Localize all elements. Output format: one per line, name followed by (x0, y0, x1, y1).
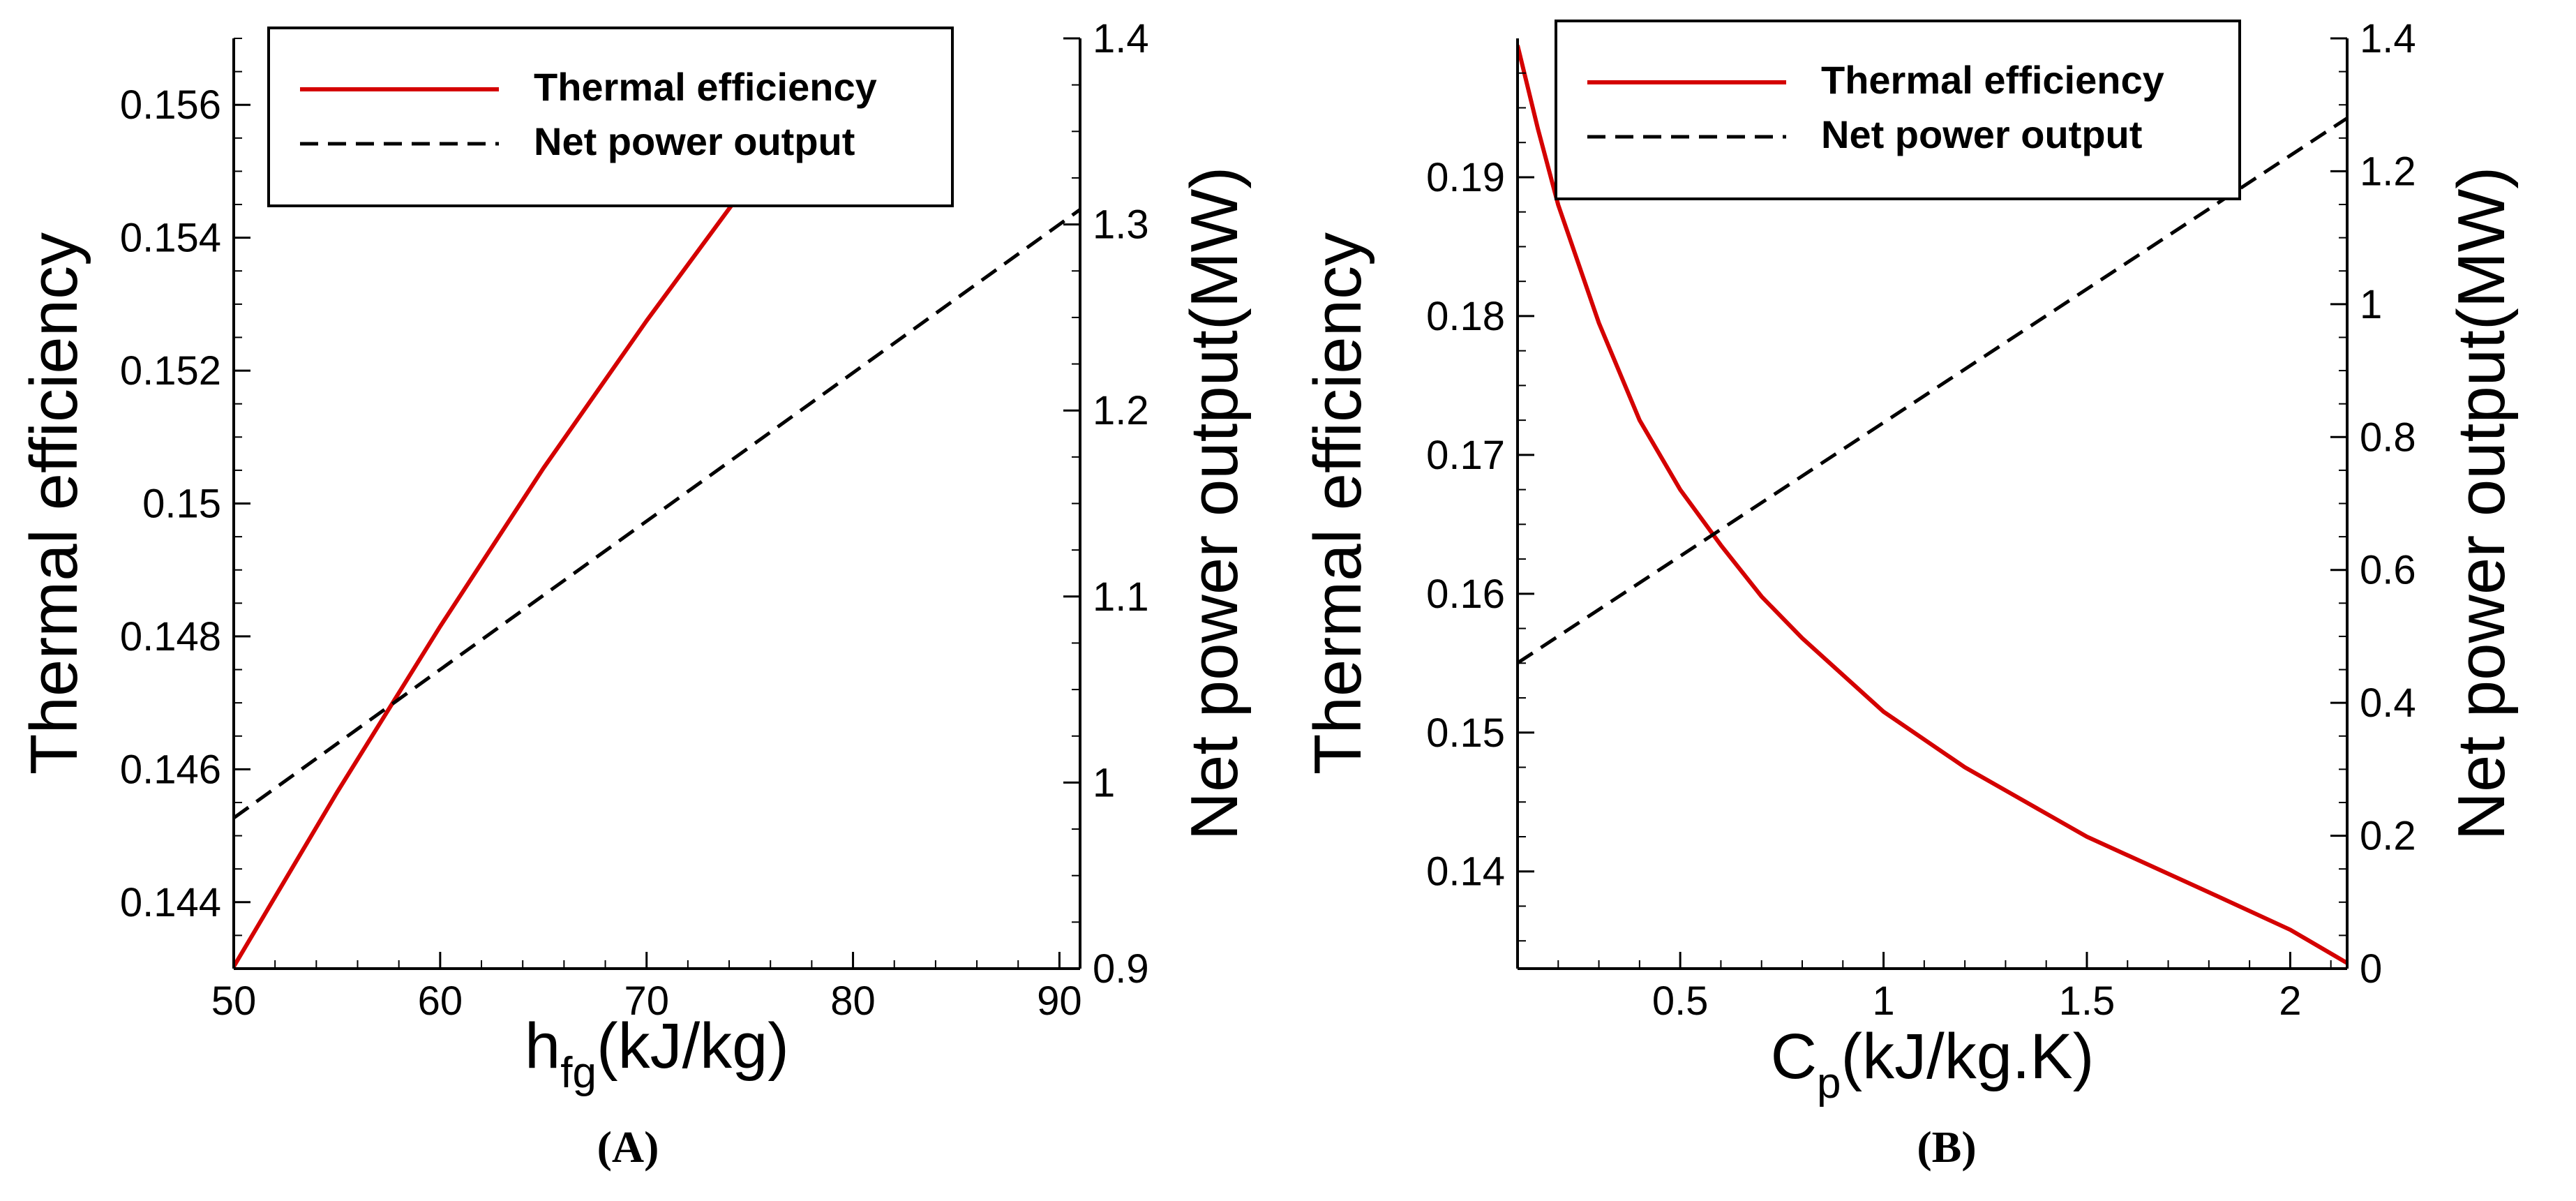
y-right-tick-label: 1.3 (1093, 202, 1149, 248)
y-left-tick-label: 0.18 (1426, 294, 1505, 339)
panel-caption: (B) (1917, 1122, 1976, 1172)
y-right-tick-label: 1.1 (1093, 574, 1149, 620)
x-tick-label: 0.5 (1652, 978, 1709, 1024)
x-axis-title: hfg(kJ/kg) (525, 1010, 789, 1097)
y-left-axis-title: Thermal efficiency (1301, 232, 1375, 775)
x-tick-label: 50 (211, 978, 257, 1024)
x-axis-title: Cp(kJ/kg.K) (1771, 1021, 2095, 1107)
y-right-tick-label: 1.4 (2360, 16, 2416, 61)
thermal-efficiency-line (1518, 45, 2347, 965)
legend-box (267, 27, 954, 207)
y-left-tick-label: 0.19 (1426, 155, 1505, 200)
chart-panel-b: 0.5 1 1.5 2 0.14 0.15 0.16 0.17 0.18 0.19 0 0.2 0.4 0… (1301, 16, 2519, 1172)
y-left-tick-label: 0.148 (120, 614, 221, 659)
y-left-tick-label: 0.14 (1426, 849, 1505, 895)
y-right-tick-label: 1.4 (1093, 16, 1149, 61)
net-power-output-line (234, 208, 1080, 820)
legend-label-net-power-output: Net power output (1821, 112, 2142, 156)
y-right-tick-label: 0.6 (2360, 548, 2416, 593)
legend: Thermal efficiency Net power output (1555, 20, 2241, 200)
legend-label-thermal-efficiency: Thermal efficiency (534, 65, 877, 109)
y-left-tick-label: 0.152 (120, 348, 221, 394)
y-right-tick-label: 1.2 (2360, 149, 2416, 194)
y-right-tick-label: 0.4 (2360, 680, 2416, 726)
x-tick-label: 1.5 (2059, 978, 2116, 1024)
y-left-tick-label: 0.156 (120, 82, 221, 128)
x-tick-label: 80 (830, 978, 876, 1024)
x-axis-title-units: (kJ/kg.K) (1841, 1021, 2095, 1092)
x-tick-label: 90 (1037, 978, 1082, 1024)
y-left-tick-label: 0.15 (142, 482, 221, 527)
y-left-tick-label: 0.144 (120, 880, 221, 925)
legend: Thermal efficiency Net power output (267, 27, 954, 207)
y-right-tick-label: 1.2 (1093, 388, 1149, 433)
y-right-tick-label: 1 (2360, 282, 2382, 327)
x-axis-title-subscript: fg (560, 1049, 597, 1097)
x-tick-label: 1 (1872, 978, 1894, 1024)
y-left-tick-label: 0.15 (1426, 710, 1505, 756)
y-right-tick-label: 0.8 (2360, 415, 2416, 460)
x-tick-label: 2 (2279, 978, 2301, 1024)
panel-caption: (A) (597, 1122, 659, 1172)
y-left-axis-title: Thermal efficiency (17, 232, 91, 775)
thermal-efficiency-line (234, 38, 864, 968)
x-tick-label: 60 (418, 978, 463, 1024)
x-axis-title-main: C (1771, 1021, 1817, 1092)
legend-label-net-power-output: Net power output (534, 119, 855, 163)
y-right-axis-title: Net power output(MW) (1177, 167, 1252, 841)
x-axis-title-units: (kJ/kg) (597, 1010, 789, 1082)
y-left-tick-label: 0.16 (1426, 572, 1505, 617)
net-power-output-line (1518, 117, 2347, 665)
y-right-tick-label: 0.9 (1093, 946, 1149, 992)
y-right-axis-title: Net power output(MW) (2444, 167, 2519, 841)
legend-box (1555, 20, 2241, 200)
y-left-tick-label: 0.154 (120, 216, 221, 261)
x-tick-label: 70 (624, 978, 669, 1024)
y-right-tick-label: 1 (1093, 760, 1115, 805)
x-axis-title-main: h (525, 1010, 560, 1082)
y-left-tick-label: 0.146 (120, 747, 221, 792)
x-axis-title-subscript: p (1817, 1059, 1841, 1107)
chart-panel-a: 50 60 70 80 90 0.144 0.146 0.148 0.15 0.152 0.154 0… (17, 16, 1252, 1172)
y-left-tick-label: 0.17 (1426, 433, 1505, 478)
y-right-tick-label: 0 (2360, 946, 2382, 992)
legend-label-thermal-efficiency: Thermal efficiency (1821, 58, 2164, 102)
y-right-tick-label: 0.2 (2360, 814, 2416, 859)
